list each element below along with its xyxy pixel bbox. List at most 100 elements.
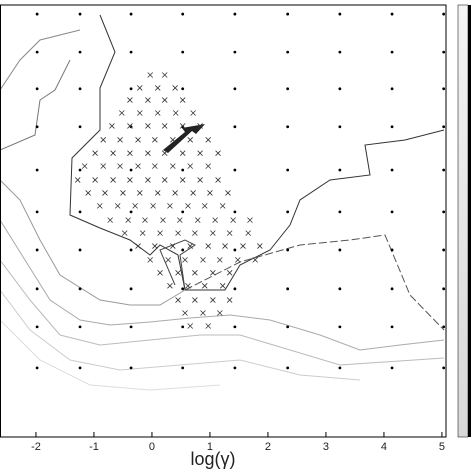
cross-point xyxy=(161,123,168,129)
cross-point xyxy=(117,163,123,169)
x-tick-label: -2 xyxy=(31,441,41,453)
grid-point xyxy=(442,248,446,252)
contours xyxy=(0,14,445,391)
cross-point xyxy=(212,217,218,223)
grid-point xyxy=(338,50,342,54)
cross-point xyxy=(185,203,191,209)
grid-point xyxy=(233,50,237,54)
x-tick-label: 3 xyxy=(323,441,329,453)
cross-point xyxy=(154,190,161,196)
grid-point xyxy=(233,168,237,172)
grid-point xyxy=(286,125,290,129)
grid-point xyxy=(442,125,446,129)
grid-point xyxy=(442,12,446,16)
grid-point xyxy=(35,87,39,91)
grid-point xyxy=(233,325,237,329)
cross-point xyxy=(161,150,168,156)
cross-point xyxy=(175,297,181,303)
cross-point xyxy=(197,123,203,129)
grid-point xyxy=(78,12,82,16)
grid-point xyxy=(442,366,446,370)
grid-point xyxy=(78,248,82,252)
cross-point xyxy=(205,137,211,143)
grid-point xyxy=(286,168,290,172)
cross-point xyxy=(215,150,221,156)
cross-point xyxy=(235,257,241,263)
cross-point xyxy=(150,203,156,209)
grid-point xyxy=(338,248,342,252)
cross-point xyxy=(197,177,203,183)
cross-point xyxy=(121,230,128,236)
grid-point xyxy=(390,325,394,329)
grid-point xyxy=(129,12,133,16)
x-tick-label: 2 xyxy=(265,441,271,453)
cross-point xyxy=(201,283,208,289)
cross-point xyxy=(167,283,173,289)
cross-point xyxy=(127,177,133,183)
x-tick-label: 5 xyxy=(439,441,445,453)
cross-point xyxy=(207,190,213,196)
x-axis-label: log(γ) xyxy=(190,449,235,469)
cross-point xyxy=(136,85,143,91)
grid-point xyxy=(233,287,237,291)
x-tick-label: 4 xyxy=(381,441,387,453)
cross-point xyxy=(110,177,116,183)
cross-point xyxy=(85,190,91,196)
grid-point xyxy=(338,12,342,16)
cross-point xyxy=(240,243,246,249)
cross-point xyxy=(190,190,196,196)
cross-point xyxy=(114,203,121,209)
grid-point xyxy=(181,325,185,329)
cross-point xyxy=(175,230,181,236)
x-tick-label: 1 xyxy=(207,441,213,453)
cross-point xyxy=(100,163,107,169)
cross-point xyxy=(219,283,226,289)
grid-point xyxy=(181,287,185,291)
cross-point xyxy=(217,257,223,263)
cross-point xyxy=(145,177,151,183)
grid-point xyxy=(286,325,290,329)
grid-point xyxy=(338,210,342,214)
cross-point xyxy=(187,323,194,329)
grid-point xyxy=(35,287,39,291)
grid-point xyxy=(233,87,237,91)
cross-point xyxy=(147,72,153,78)
cross-point xyxy=(119,110,125,116)
cross-point xyxy=(117,137,123,143)
cross-point xyxy=(192,230,198,236)
cross-point xyxy=(205,243,211,249)
cross-point xyxy=(179,123,186,129)
colorbar-edge xyxy=(468,5,471,437)
cross-point xyxy=(192,297,198,303)
cross-point xyxy=(120,190,126,196)
cross-point xyxy=(160,217,166,223)
grid-point xyxy=(390,366,394,370)
cross-point xyxy=(74,177,81,183)
cross-point xyxy=(142,217,148,223)
cross-point xyxy=(179,177,186,183)
cross-point xyxy=(92,177,98,183)
cross-point xyxy=(152,163,158,169)
grid-point xyxy=(338,325,342,329)
grid-point xyxy=(390,50,394,54)
cross-point xyxy=(170,243,176,249)
cross-point xyxy=(257,243,263,249)
cross-point xyxy=(197,150,203,156)
cross-point xyxy=(107,217,113,223)
cross-point xyxy=(219,203,226,209)
cross-point xyxy=(147,257,153,263)
grid-point xyxy=(181,210,185,214)
grid-point xyxy=(442,168,446,172)
cross-point xyxy=(187,163,194,169)
cross-point xyxy=(177,217,183,223)
cross-point xyxy=(152,137,158,143)
cross-point xyxy=(161,97,168,103)
grid-point xyxy=(390,210,394,214)
cross-point xyxy=(210,297,216,303)
cross-point xyxy=(145,97,151,103)
grid-point xyxy=(338,287,342,291)
grid-point xyxy=(129,248,133,252)
cross-point xyxy=(217,310,223,316)
cross-point xyxy=(135,163,141,169)
